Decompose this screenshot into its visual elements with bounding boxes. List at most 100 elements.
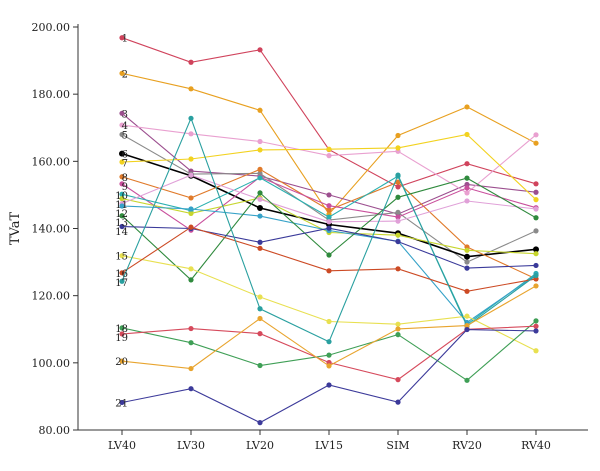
series-point-19 [119, 325, 125, 331]
series-point-14 [464, 175, 470, 181]
series-point-6 [257, 205, 263, 212]
series-point-11 [464, 247, 470, 253]
series-point-22 [326, 382, 332, 388]
series-point-2 [395, 132, 401, 139]
series-point-7 [464, 131, 470, 138]
series-point-8 [119, 174, 125, 180]
y-tick-label: 80.00 [39, 424, 71, 437]
series-point-4 [464, 190, 470, 196]
series-point-21 [119, 358, 125, 364]
series-point-18 [326, 339, 332, 345]
series-point-11 [533, 251, 539, 257]
series-point-18 [533, 272, 539, 279]
series-point-6 [464, 253, 470, 260]
series-point-13 [257, 213, 263, 219]
series-point-14 [326, 252, 332, 258]
series-point-16 [119, 253, 125, 259]
series-number-label: 2 [122, 69, 128, 80]
series-point-13 [119, 203, 125, 209]
y-tick-label: 160.00 [32, 155, 71, 168]
series-line-1 [121, 37, 537, 188]
series-number-label: 11 [115, 200, 128, 211]
series-point-4 [188, 131, 194, 137]
series-point-17 [257, 245, 263, 251]
series-point-1 [188, 59, 194, 65]
series-point-16 [257, 294, 263, 300]
series-number-label: 1 [122, 34, 128, 45]
series-point-22 [119, 399, 125, 406]
series-point-12 [257, 196, 263, 202]
series-point-5 [464, 259, 470, 265]
series-point-9 [395, 214, 401, 220]
series-point-15 [533, 262, 539, 269]
x-tick-label: LV40 [108, 439, 136, 452]
y-tick-label: 200.00 [32, 21, 71, 34]
series-point-22 [257, 420, 263, 426]
series-point-22 [395, 399, 401, 405]
series-number-label: 10 [115, 191, 128, 202]
series-point-11 [119, 196, 125, 202]
y-tick-label: 120.00 [32, 290, 71, 303]
series-point-1 [395, 184, 401, 190]
series-point-16 [188, 266, 194, 272]
series-point-7 [326, 146, 332, 152]
series-point-18 [395, 172, 401, 178]
series-point-7 [188, 156, 194, 162]
series-point-17 [395, 266, 401, 272]
series-number-label: 16 [115, 269, 128, 280]
series-point-22 [533, 328, 539, 334]
series-point-10 [257, 175, 263, 181]
series-point-4 [119, 122, 125, 128]
series-number-label: 13 [115, 218, 128, 229]
series-point-17 [119, 270, 125, 276]
series-point-21 [464, 322, 470, 329]
series-point-15 [257, 239, 263, 245]
series-point-20 [395, 377, 401, 383]
series-point-3 [533, 189, 539, 195]
x-tick-label: LV15 [315, 439, 343, 452]
series-point-19 [188, 340, 194, 346]
series-number-label: 9 [122, 182, 128, 193]
series-number-label: 6 [122, 150, 128, 161]
series-point-10 [119, 191, 125, 197]
series-point-12 [533, 206, 539, 212]
series-point-16 [395, 321, 401, 327]
series-number-label: 8 [122, 173, 128, 184]
x-tick-label: LV20 [246, 439, 274, 452]
series-point-14 [257, 190, 263, 196]
series-number-label: 20 [115, 357, 128, 368]
series-number-label: 14 [115, 227, 128, 238]
series-point-4 [326, 153, 332, 159]
series-point-12 [464, 198, 470, 204]
series-point-20 [119, 331, 125, 337]
series-point-15 [119, 223, 125, 230]
series-point-12 [326, 219, 332, 225]
series-point-1 [533, 181, 539, 187]
series-point-4 [257, 138, 263, 145]
series-point-5 [257, 170, 263, 177]
series-point-21 [257, 315, 263, 322]
series-point-18 [188, 115, 194, 121]
series-point-6 [533, 246, 539, 253]
series-point-8 [188, 195, 194, 201]
series-point-5 [119, 131, 125, 138]
series-point-7 [119, 159, 125, 165]
series-point-19 [257, 362, 263, 369]
series-point-2 [188, 86, 194, 92]
series-point-16 [326, 318, 332, 325]
series-point-19 [395, 332, 401, 338]
series-number-label: 19 [115, 333, 128, 344]
series-number-label: 7 [122, 159, 128, 170]
series-point-12 [188, 172, 194, 178]
series-point-19 [326, 352, 332, 358]
series-point-21 [395, 326, 401, 332]
series-point-6 [119, 150, 125, 157]
series-point-5 [533, 228, 539, 234]
series-point-15 [326, 225, 332, 231]
series-point-1 [464, 161, 470, 167]
x-tick-label: LV30 [177, 439, 205, 452]
series-point-8 [257, 166, 263, 172]
series-number-label: 15 [115, 252, 128, 263]
series-point-7 [533, 197, 539, 203]
